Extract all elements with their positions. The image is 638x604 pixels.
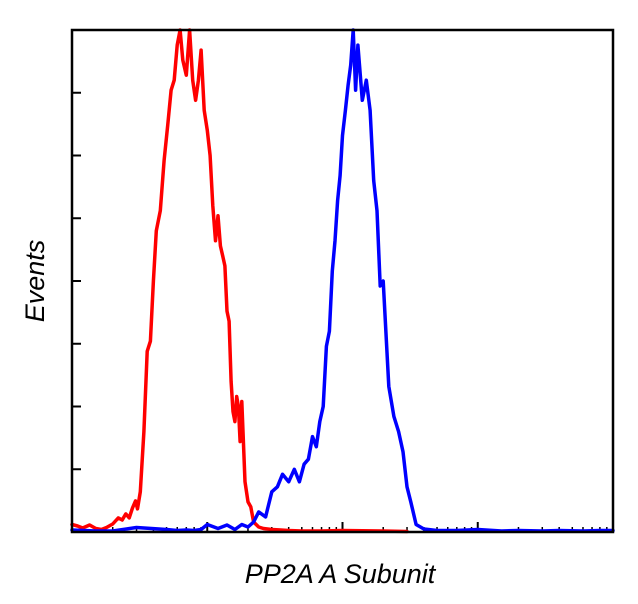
plot-background bbox=[72, 30, 613, 532]
series-lines bbox=[70, 28, 615, 534]
histogram-series-blue bbox=[70, 28, 615, 533]
y-axis-title: Events bbox=[20, 240, 50, 323]
plot-frame bbox=[70, 28, 615, 534]
x-axis-title: PP2A A Subunit bbox=[245, 559, 437, 589]
histogram-series-red bbox=[70, 28, 409, 534]
